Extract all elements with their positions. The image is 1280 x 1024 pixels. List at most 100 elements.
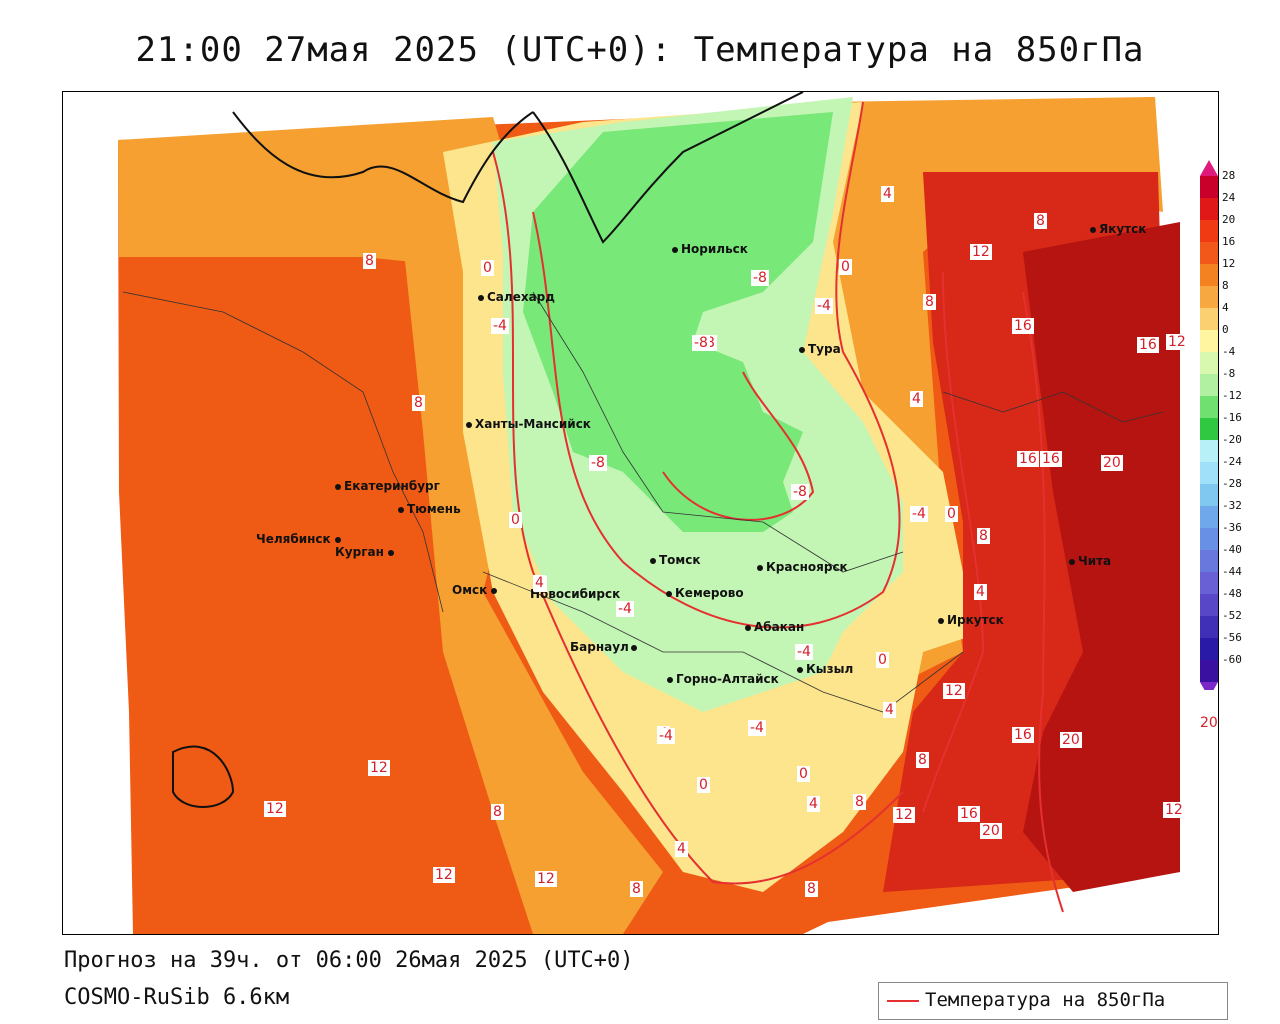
contour-label: 20 <box>1101 455 1123 471</box>
contour-label: 8 <box>923 294 936 310</box>
city-dot <box>1090 226 1096 233</box>
scale-tick-label: -40 <box>1222 543 1242 556</box>
city-dot <box>666 590 672 597</box>
city-salekhard: Салехард <box>478 290 555 304</box>
city-abakan: Абакан <box>745 620 804 634</box>
contour-label: 20 <box>1060 732 1082 748</box>
contour-label: 0 <box>839 259 852 275</box>
city-dot <box>799 346 805 353</box>
scale-swatch <box>1200 484 1218 506</box>
scale-swatch <box>1200 616 1218 638</box>
scale-swatch <box>1200 176 1218 198</box>
scale-tick-label: -44 <box>1222 565 1242 578</box>
contour-label: 8 <box>412 395 425 411</box>
city-dot <box>334 536 341 543</box>
contour-label: 16 <box>1040 451 1062 467</box>
city-ekaterinburg: Екатеринбург <box>335 479 440 493</box>
contour-label: 8 <box>1034 213 1047 229</box>
city-dot <box>797 666 803 673</box>
contour-label: 12 <box>535 871 557 887</box>
contour-label: -4 <box>616 601 634 617</box>
contour-label: -8 <box>791 484 809 500</box>
scale-swatch <box>1200 440 1218 462</box>
contour-label: 0 <box>509 512 522 528</box>
contour-label: 8 <box>853 794 866 810</box>
contour-label: 12 <box>943 683 965 699</box>
scale-arrow-down <box>1200 682 1218 698</box>
forecast-info: Прогноз на 39ч. от 06:00 26мая 2025 (UTC… <box>64 948 634 973</box>
contour-label: 20 <box>1198 715 1218 731</box>
scale-tick-label: -8 <box>1222 367 1236 380</box>
scale-swatch <box>1200 308 1218 330</box>
contour-label: 12 <box>264 801 286 817</box>
city-kurgan: Курган <box>335 545 397 559</box>
city-krasnoyarsk: Красноярск <box>757 560 848 574</box>
city-norilsk: Норильск <box>672 242 748 256</box>
city-dot <box>672 246 678 253</box>
city-dot <box>938 617 944 624</box>
color-scale-bar <box>1200 160 1218 698</box>
scale-tick-label: -52 <box>1222 609 1242 622</box>
temperature-field <box>118 92 1180 934</box>
scale-tick-label: -24 <box>1222 455 1242 468</box>
contour-label: 8 <box>630 881 643 897</box>
city-dot <box>667 676 673 683</box>
contour-label: 0 <box>697 777 710 793</box>
scale-swatch <box>1200 198 1218 220</box>
model-info: COSMO-RuSib 6.6км <box>64 985 290 1010</box>
city-dot <box>478 294 484 301</box>
contour-label: 16 <box>1012 318 1034 334</box>
scale-tick-label: -32 <box>1222 499 1242 512</box>
temperature-map[interactable]: Норильск Якутск Салехард Тура Ханты-Манс… <box>62 91 1219 935</box>
scale-swatch <box>1200 506 1218 528</box>
city-dot <box>650 557 656 564</box>
city-dot <box>387 549 394 556</box>
isoline-swatch <box>887 1000 919 1002</box>
city-dot <box>466 421 472 428</box>
contour-label: -4 <box>815 298 833 314</box>
scale-swatch <box>1200 594 1218 616</box>
scale-swatch <box>1200 462 1218 484</box>
contour-label: 16 <box>958 806 980 822</box>
city-tura: Тура <box>799 342 841 356</box>
city-dot <box>491 587 498 594</box>
contour-label: -8 <box>692 335 710 351</box>
scale-swatch <box>1200 396 1218 418</box>
city-kyzyl: Кызыл <box>797 662 853 676</box>
scale-swatch <box>1200 220 1218 242</box>
contour-label: 16 <box>1137 337 1159 353</box>
city-novosibirsk: Новосибирск <box>530 587 621 601</box>
contour-label: 12 <box>433 867 455 883</box>
contour-label: 0 <box>481 260 494 276</box>
scale-tick-label: -60 <box>1222 653 1242 666</box>
city-dot <box>745 624 751 631</box>
city-dot <box>335 483 341 490</box>
city-chita: Чита <box>1069 554 1111 568</box>
contour-label: 20 <box>980 823 1002 839</box>
scale-swatch <box>1200 352 1218 374</box>
colder-zone <box>523 112 833 532</box>
scale-swatch <box>1200 330 1218 352</box>
contour-label: -4 <box>910 506 928 522</box>
scale-tick-label: 20 <box>1222 213 1236 226</box>
legend-label: Температура на 850гПа <box>925 989 1166 1011</box>
coastline <box>172 92 804 808</box>
scale-tick-label: -56 <box>1222 631 1242 644</box>
contour-label: 4 <box>807 796 820 812</box>
scale-swatch <box>1200 242 1218 264</box>
contour-label: 16 <box>1017 451 1039 467</box>
very-hot-east <box>1023 222 1180 892</box>
city-khanty-mansiysk: Ханты-Мансийск <box>466 417 591 431</box>
contour-label: 12 <box>1163 802 1185 818</box>
scale-tick-label: -28 <box>1222 477 1242 490</box>
scale-swatch <box>1200 286 1218 308</box>
contour-label: 8 <box>363 253 376 269</box>
scale-tick-label: -48 <box>1222 587 1242 600</box>
map-title: 21:00 27мая 2025 (UTC+0): Температура на… <box>135 30 1145 70</box>
city-irkutsk: Иркутск <box>938 613 1004 627</box>
scale-swatch <box>1200 264 1218 286</box>
scale-tick-label: 24 <box>1222 191 1236 204</box>
contour-label: 8 <box>805 881 818 897</box>
isotherm-lines <box>492 101 1064 913</box>
city-yakutsk: Якутск <box>1090 222 1146 236</box>
